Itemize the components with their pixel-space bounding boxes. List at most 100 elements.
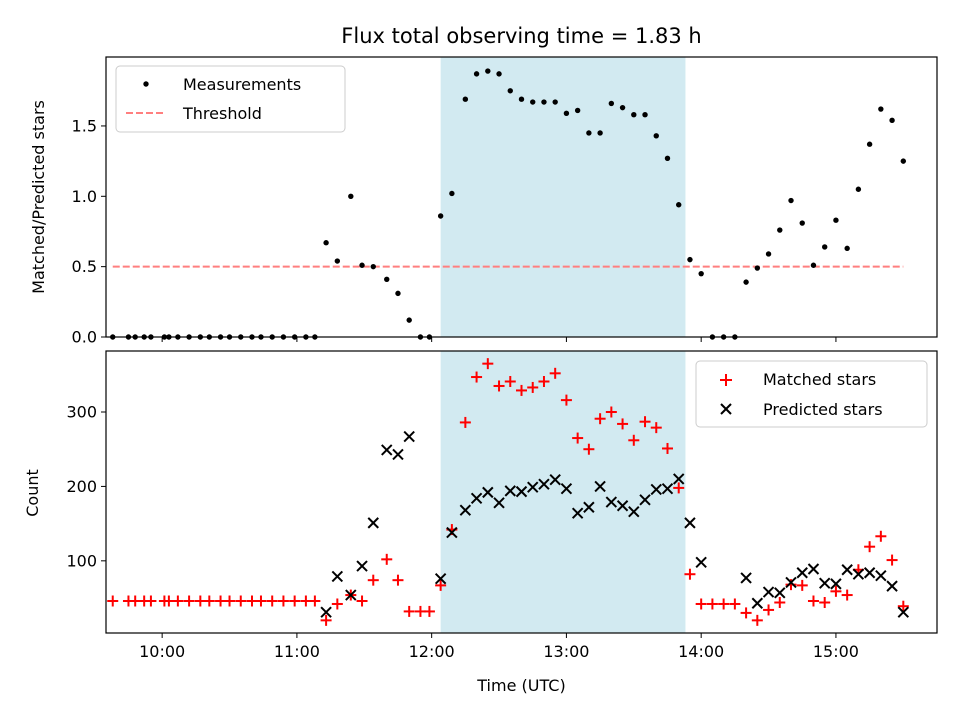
predicted-star-point (796, 567, 808, 579)
legend-measurements-label: Measurements (183, 75, 301, 94)
predicted-star-point (392, 448, 404, 461)
matched-star-point (673, 482, 685, 494)
x-axis-label: Time (UTC) (476, 676, 565, 695)
matched-star-point (255, 595, 267, 607)
matched-star-point (650, 422, 662, 434)
measurement-point (574, 107, 581, 114)
measurement-point (485, 68, 491, 74)
measurement-points (110, 68, 907, 340)
observing-window-shade (440, 57, 686, 337)
measurement-point (586, 130, 592, 136)
measurement-point (437, 213, 444, 219)
measurement-point (496, 71, 502, 77)
matched-star-point (459, 416, 471, 428)
predicted-star-point (493, 497, 505, 509)
measurement-point (406, 317, 412, 323)
measurement-point (743, 279, 749, 285)
predicted-star-point (616, 500, 629, 512)
predicted-star-point (628, 506, 640, 518)
matched-star-point (841, 589, 853, 601)
predicted-star-point (446, 526, 458, 539)
matched-star-point (560, 394, 572, 406)
matched-star-point (277, 595, 289, 607)
bottom-legend: Matched stars Predicted stars (695, 360, 928, 428)
matched-star-point (471, 371, 483, 383)
predicted-star-point (549, 474, 561, 486)
matched-star-point (594, 413, 606, 425)
top-legend: Measurements Threshold (115, 65, 346, 133)
predicted-star-point (515, 485, 528, 498)
x-tick-label: 13:00 (543, 642, 589, 661)
measurement-point (541, 99, 547, 105)
y-tick-label: 0.0 (72, 328, 97, 347)
predicted-star-point (830, 578, 842, 590)
predicted-star-point (367, 517, 379, 529)
predicted-star-point (785, 576, 797, 589)
measurement-point (507, 88, 513, 94)
measurement-point (462, 96, 469, 102)
predicted-star-point (356, 560, 368, 572)
measurement-point (754, 265, 761, 271)
predicted-star-point (650, 483, 662, 496)
y-tick-label: 100 (66, 551, 97, 570)
legend-matched-label: Matched stars (763, 370, 876, 389)
matched-star-point (661, 442, 673, 454)
predicted-star-point (841, 564, 853, 576)
y-tick-label: 1.5 (72, 116, 97, 135)
measurement-point (619, 104, 626, 111)
predicted-star-point (560, 482, 573, 495)
matched-star-point (331, 598, 343, 610)
matched-star-point (864, 541, 876, 553)
measurement-point (810, 262, 817, 268)
predicted-stars-points (320, 430, 910, 618)
top-axes-frame (105, 56, 938, 338)
matched-star-point (482, 358, 494, 370)
measurement-point (334, 258, 341, 264)
predicted-star-point (807, 563, 820, 575)
matched-star-point (356, 595, 368, 607)
matched-star-point (886, 554, 898, 566)
star-count-panel: 100 200 300 10:00 11:00 12:00 13:00 14:00 15:00… (23, 350, 938, 695)
measurement-point (676, 202, 682, 208)
matched-star-point (320, 614, 332, 626)
predicted-star-point (331, 570, 344, 583)
measurement-point (900, 158, 907, 164)
matched-star-point (875, 530, 887, 542)
top-legend-box (115, 65, 346, 133)
matched-star-point (527, 381, 539, 393)
matched-star-point (617, 418, 629, 430)
measurement-point (822, 244, 828, 250)
predicted-star-point (695, 556, 707, 569)
measurement-point (788, 197, 794, 204)
predicted-star-point (875, 570, 887, 582)
matched-star-point (807, 595, 819, 607)
matched-star-point (605, 406, 617, 418)
matched-star-point (796, 579, 808, 591)
legend-threshold-label: Threshold (182, 104, 262, 123)
matched-star-point (774, 596, 786, 608)
measurement-point (631, 111, 637, 118)
predicted-star-point (470, 492, 483, 505)
predicted-star-point (852, 568, 865, 580)
matched-star-point (639, 416, 651, 428)
bottom-x-ticks: 10:00 11:00 12:00 13:00 14:00 15:00 (139, 633, 859, 661)
measurement-point (844, 245, 850, 252)
matched-star-point (572, 432, 584, 444)
matched-star-point (538, 376, 550, 388)
bottom-axes-frame (105, 350, 938, 634)
matched-star-point (224, 595, 236, 607)
x-tick-label: 10:00 (139, 642, 185, 661)
matched-star-point (897, 600, 909, 612)
predicted-star-point (504, 485, 516, 497)
predicted-star-point (320, 606, 332, 618)
legend-matched-marker (720, 374, 732, 386)
y-tick-label: 300 (66, 403, 97, 422)
matched-star-point (107, 595, 119, 607)
matched-star-point (392, 574, 404, 586)
matched-star-point (785, 579, 797, 591)
measurement-point (552, 99, 558, 105)
measurement-point (698, 270, 704, 277)
predicted-star-point (527, 481, 539, 493)
matched-star-point (183, 595, 195, 607)
x-tick-label: 11:00 (274, 642, 320, 661)
